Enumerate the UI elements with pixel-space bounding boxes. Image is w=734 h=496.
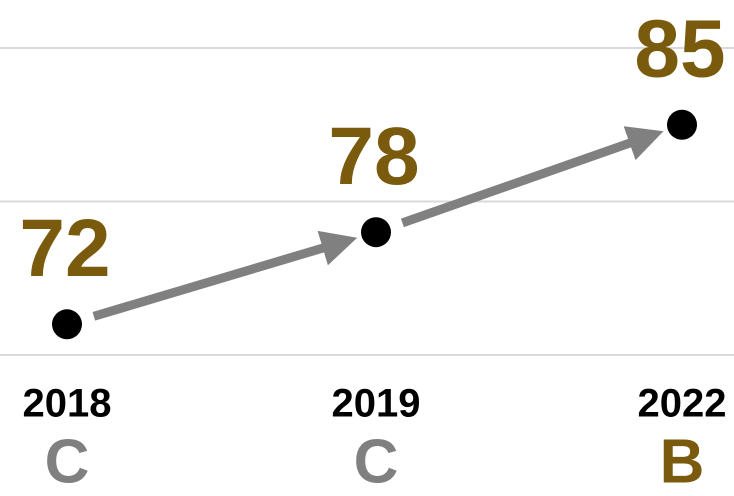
data-point — [52, 309, 82, 340]
value-label: 85 — [634, 3, 725, 94]
x-tick-label: 2019 — [332, 382, 421, 426]
value-label: 72 — [19, 203, 110, 294]
grade-label: C — [45, 427, 90, 496]
data-point — [667, 109, 697, 140]
arrow — [400, 126, 664, 228]
grade-label: C — [354, 427, 399, 496]
value-label: 78 — [328, 111, 419, 202]
data-point — [361, 217, 391, 248]
arrow — [92, 230, 358, 321]
grade-label: B — [660, 427, 705, 496]
x-tick-label: 2022 — [638, 382, 727, 426]
x-tick-label: 2018 — [23, 382, 112, 426]
